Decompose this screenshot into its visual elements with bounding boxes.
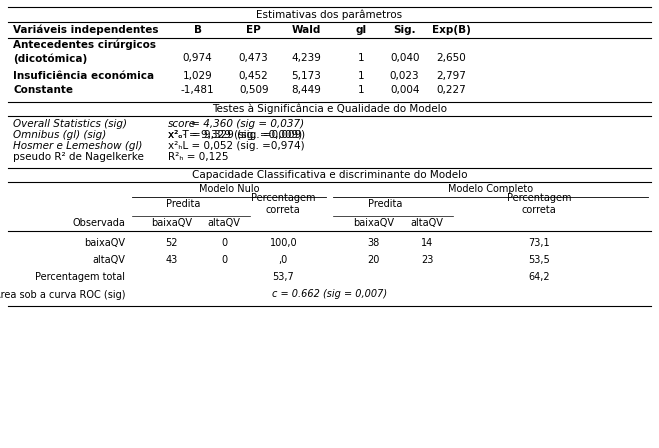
Text: 2,797: 2,797 — [436, 71, 467, 81]
Text: x²ₒ⋅ = 9,329 (sig. =0,009): x²ₒ⋅ = 9,329 (sig. =0,009) — [168, 130, 302, 140]
Text: 14: 14 — [421, 238, 433, 248]
Text: altaQV: altaQV — [411, 218, 444, 228]
Text: 0,509: 0,509 — [239, 85, 268, 95]
Text: 2,650: 2,650 — [436, 53, 467, 63]
Text: Wald: Wald — [292, 25, 321, 35]
Text: 73,1: 73,1 — [529, 238, 550, 248]
Text: 5,173: 5,173 — [291, 71, 322, 81]
Text: 8,449: 8,449 — [291, 85, 322, 95]
Text: 0,023: 0,023 — [390, 71, 419, 81]
Text: 0,004: 0,004 — [390, 85, 419, 95]
Text: 1: 1 — [358, 71, 364, 81]
Text: 23: 23 — [421, 255, 433, 265]
Text: 1,029: 1,029 — [183, 71, 213, 81]
Text: Observada: Observada — [72, 218, 125, 228]
Text: Variáveis independentes: Variáveis independentes — [13, 25, 159, 35]
Text: x²ₒT = 9,329 (sig. =0,009): x²ₒT = 9,329 (sig. =0,009) — [168, 130, 305, 140]
Text: gl: gl — [356, 25, 366, 35]
Text: baixaQV: baixaQV — [353, 218, 394, 228]
Text: R²ₕ = 0,125: R²ₕ = 0,125 — [168, 152, 229, 162]
Text: Percentagem
correta: Percentagem correta — [507, 193, 571, 215]
Text: 0,040: 0,040 — [390, 53, 419, 63]
Text: 100,0: 100,0 — [270, 238, 297, 248]
Text: 53,7: 53,7 — [272, 272, 295, 282]
Text: altaQV: altaQV — [92, 255, 125, 265]
Text: 0,473: 0,473 — [239, 53, 269, 63]
Text: Sig.: Sig. — [393, 25, 416, 35]
Text: Insuficiência económica: Insuficiência económica — [13, 71, 154, 81]
Text: 1: 1 — [358, 85, 364, 95]
Text: 43: 43 — [165, 255, 177, 265]
Text: baixaQV: baixaQV — [151, 218, 192, 228]
Text: 1: 1 — [358, 53, 364, 63]
Text: 0,974: 0,974 — [183, 53, 213, 63]
Text: 52: 52 — [165, 238, 177, 248]
Text: altaQV: altaQV — [208, 218, 241, 228]
Text: Capacidade Classificativa e discriminante do Modelo: Capacidade Classificativa e discriminant… — [192, 170, 467, 180]
Text: Modelo Nulo: Modelo Nulo — [199, 184, 259, 194]
Text: = 4,360 (sig = 0,037): = 4,360 (sig = 0,037) — [188, 119, 304, 129]
Text: -1,481: -1,481 — [181, 85, 215, 95]
Text: Constante: Constante — [13, 85, 73, 95]
Text: Exp(B): Exp(B) — [432, 25, 471, 35]
Text: baixaQV: baixaQV — [84, 238, 125, 248]
Text: Predita: Predita — [368, 199, 402, 209]
Text: Overall Statistics (sig): Overall Statistics (sig) — [13, 119, 127, 129]
Text: c = 0.662 (sig = 0,007): c = 0.662 (sig = 0,007) — [272, 289, 387, 299]
Text: Área sob a curva ROC (sig): Área sob a curva ROC (sig) — [0, 288, 125, 300]
Text: 53,5: 53,5 — [528, 255, 550, 265]
Text: ,0: ,0 — [279, 255, 288, 265]
Text: score: score — [168, 119, 196, 129]
Text: Testes à Significância e Qualidade do Modelo: Testes à Significância e Qualidade do Mo… — [212, 103, 447, 114]
Text: Percentagem
correta: Percentagem correta — [251, 193, 316, 215]
Text: Percentagem total: Percentagem total — [35, 272, 125, 282]
Text: Estimativas dos parâmetros: Estimativas dos parâmetros — [256, 9, 403, 20]
Text: 20: 20 — [368, 255, 380, 265]
Text: 64,2: 64,2 — [529, 272, 550, 282]
Text: B: B — [194, 25, 202, 35]
Text: 4,239: 4,239 — [291, 53, 322, 63]
Text: 0,227: 0,227 — [436, 85, 467, 95]
Text: Omnibus (gl) (sig): Omnibus (gl) (sig) — [13, 130, 107, 140]
Text: Hosmer e Lemeshow (gl): Hosmer e Lemeshow (gl) — [13, 141, 142, 151]
Text: x²ₕL = 0,052 (sig. =0,974): x²ₕL = 0,052 (sig. =0,974) — [168, 141, 304, 151]
Text: pseudo R² de Nagelkerke: pseudo R² de Nagelkerke — [13, 152, 144, 162]
Text: 0: 0 — [221, 238, 227, 248]
Text: 38: 38 — [368, 238, 380, 248]
Text: 0,452: 0,452 — [239, 71, 269, 81]
Text: Antecedentes cirúrgicos
(dicotómica): Antecedentes cirúrgicos (dicotómica) — [13, 39, 156, 64]
Text: EP: EP — [246, 25, 261, 35]
Text: Predita: Predita — [165, 199, 200, 209]
Text: 0: 0 — [221, 255, 227, 265]
Text: Modelo Completo: Modelo Completo — [447, 184, 533, 194]
